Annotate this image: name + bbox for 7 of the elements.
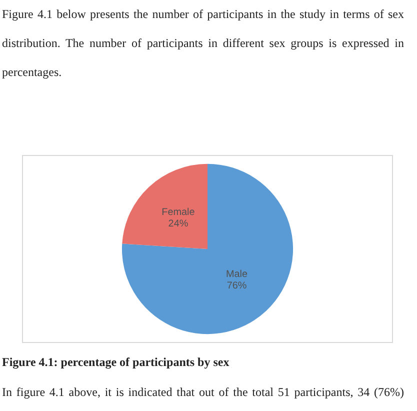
data-label: 24% [168, 218, 188, 230]
slice-label: Male [226, 268, 248, 280]
text: Figure 4.1: percentage of participants by sex [2, 354, 230, 371]
data-label: 76% [226, 280, 247, 292]
slice-label: Female [162, 206, 196, 218]
text: In figure 4.1 above, it is indicated that out of the total 51 participants, 34 (76%) [2, 384, 404, 401]
text: Figure 4.1 below presents the number of participants in the study in terms of sex distribution. The number of participants in different sex groups is expressed in percentages. [2, 7, 404, 79]
